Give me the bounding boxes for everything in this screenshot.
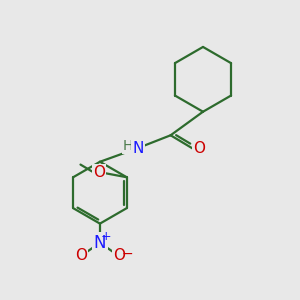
Text: −: − [122,247,133,261]
Text: O: O [193,141,205,156]
Text: O: O [93,165,105,180]
Text: N: N [133,141,144,156]
Text: N: N [94,234,106,252]
Text: O: O [113,248,125,262]
Text: O: O [75,248,87,262]
Text: H: H [123,139,133,153]
Text: +: + [100,230,111,243]
